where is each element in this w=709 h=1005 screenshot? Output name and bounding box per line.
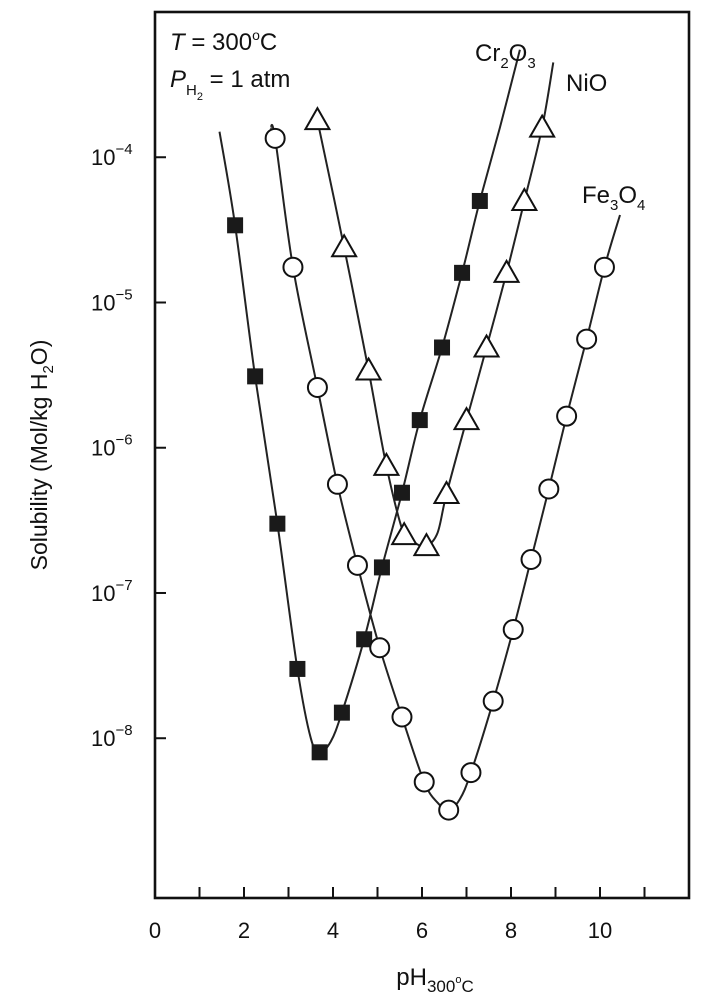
pressure-subscript: H xyxy=(186,82,197,99)
point-fe3o4 xyxy=(438,799,460,821)
point-nio xyxy=(412,532,441,557)
point-fe3o4 xyxy=(282,256,304,278)
point-nio xyxy=(372,451,401,476)
point-cr2o3 xyxy=(356,631,373,648)
point-cr2o3 xyxy=(373,559,390,576)
series-nio xyxy=(303,106,556,557)
pressure-subsubscript: 2 xyxy=(197,91,203,103)
x-tick-label: 8 xyxy=(505,918,517,943)
point-cr2o3 xyxy=(471,192,488,209)
series-label-fe3o4: Fe3O4 xyxy=(582,182,645,214)
point-cr2o3 xyxy=(333,704,350,721)
series-label-nio: NiO xyxy=(566,70,607,97)
pressure-symbol: P xyxy=(170,66,186,93)
pressure-value: = 1 atm xyxy=(203,66,290,93)
x-tick-label: 0 xyxy=(149,918,161,943)
point-cr2o3 xyxy=(434,339,451,356)
point-nio xyxy=(472,333,501,358)
x-tick-label: 6 xyxy=(416,918,428,943)
point-nio xyxy=(432,480,461,505)
data-markers xyxy=(227,106,615,821)
point-cr2o3 xyxy=(289,660,306,677)
y-tick-label: 10−6 xyxy=(91,432,133,461)
point-fe3o4 xyxy=(391,706,413,728)
y-tick-label: 10−8 xyxy=(91,722,133,751)
y-tick-label: 10−7 xyxy=(91,577,133,606)
plot-frame xyxy=(153,10,691,900)
point-nio xyxy=(510,186,539,211)
axis-ticks: 0 2 4 6 8 10 10−4 10−5 10−6 10−7 10−8 xyxy=(91,141,646,943)
y-axis-title: Solubility (Mol/kg H2O) xyxy=(26,340,57,571)
temperature-value: = 300 xyxy=(185,29,252,56)
point-fe3o4 xyxy=(264,127,286,149)
point-fe3o4 xyxy=(326,473,348,495)
point-nio xyxy=(303,106,332,131)
point-cr2o3 xyxy=(393,484,410,501)
point-fe3o4 xyxy=(556,405,578,427)
point-fe3o4 xyxy=(593,256,615,278)
curve-nio xyxy=(316,62,555,548)
x-tick-label: 4 xyxy=(327,918,339,943)
point-nio xyxy=(528,113,556,138)
point-fe3o4 xyxy=(369,637,391,659)
y-tick-label: 10−5 xyxy=(91,286,133,315)
point-cr2o3 xyxy=(269,515,286,532)
point-cr2o3 xyxy=(227,217,244,234)
point-nio xyxy=(330,233,358,258)
point-fe3o4 xyxy=(460,762,482,784)
degree-superscript: o xyxy=(252,27,260,43)
point-fe3o4 xyxy=(576,328,598,350)
point-nio xyxy=(390,521,418,546)
point-fe3o4 xyxy=(538,478,560,500)
point-nio xyxy=(452,406,481,431)
point-cr2o3 xyxy=(247,368,264,385)
series-cr2o3 xyxy=(227,192,488,761)
point-cr2o3 xyxy=(311,744,328,761)
curve-fe3o4 xyxy=(269,123,621,812)
point-fe3o4 xyxy=(346,554,368,576)
fit-curves xyxy=(218,49,621,812)
point-fe3o4 xyxy=(413,771,435,793)
temperature-condition: T = 300oC xyxy=(170,27,277,56)
point-fe3o4 xyxy=(482,690,504,712)
series-label-cr2o3: Cr2O3 xyxy=(475,40,536,72)
point-fe3o4 xyxy=(502,619,524,641)
pressure-condition: PH2 = 1 atm xyxy=(170,66,290,103)
series-fe3o4 xyxy=(264,127,615,821)
temperature-unit: C xyxy=(260,29,277,56)
point-fe3o4 xyxy=(306,376,328,398)
x-axis-title: pH300oC xyxy=(396,964,473,996)
point-cr2o3 xyxy=(454,264,471,281)
x-tick-label: 2 xyxy=(238,918,250,943)
point-nio xyxy=(492,258,521,283)
point-fe3o4 xyxy=(520,549,542,571)
point-nio xyxy=(354,356,383,381)
y-tick-label: 10−4 xyxy=(91,141,133,170)
x-tick-label: 10 xyxy=(588,918,612,943)
point-cr2o3 xyxy=(411,412,428,429)
temperature-symbol: T xyxy=(170,29,187,56)
